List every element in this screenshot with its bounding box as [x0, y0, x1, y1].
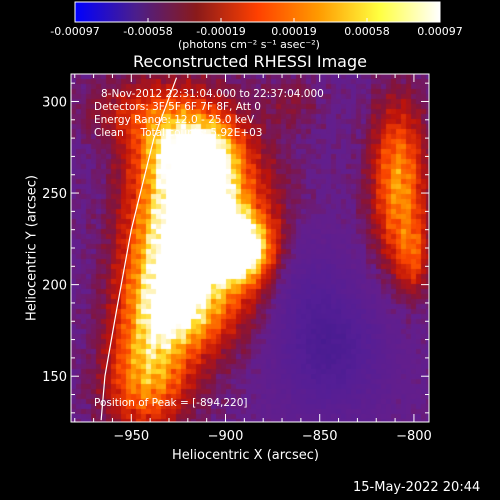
x-tick-label: −850: [302, 429, 338, 444]
y-tick-label: 200: [42, 279, 67, 294]
info-line-energy: Energy Range: 12.0 - 25.0 keV: [94, 114, 255, 126]
colorbar-tick-label: 0.00097: [417, 25, 463, 38]
peak-position-label: Position of Peak = [-894,220]: [94, 397, 248, 409]
colorbar-tick-label: 0.00019: [271, 25, 317, 38]
y-tick-label: 250: [42, 187, 67, 202]
colorbar-tick-label: 0.00058: [344, 25, 390, 38]
y-tick-label: 150: [42, 370, 67, 385]
x-tick-label: −800: [396, 429, 432, 444]
plot-title: Reconstructed RHESSI Image: [133, 52, 367, 71]
info-line-detectors: Detectors: 3F 5F 6F 7F 8F, Att 0: [94, 101, 261, 113]
colorbar-gradient: [74, 1, 441, 23]
info-line-clean: Clean Total counts: 5.92E+03: [94, 127, 263, 139]
colorbar-tick-label: -0.00058: [123, 25, 172, 38]
info-line-time: 8-Nov-2012 22:31:04.000 to 22:37:04.000: [101, 88, 324, 100]
x-tick-label: −900: [208, 429, 244, 444]
y-tick-label: 300: [42, 95, 67, 110]
x-axis-label: Heliocentric X (arcsec): [172, 448, 319, 463]
colorbar-ticks: -0.00097 -0.00058 -0.00019 0.00019 0.00058 0.…: [50, 18, 463, 38]
colorbar-tick-label: -0.00097: [50, 25, 99, 38]
x-tick-label: −950: [113, 429, 149, 444]
colorbar-unit-label: (photons cm⁻² s⁻¹ asec⁻²): [178, 38, 320, 51]
y-axis-label: Heliocentric Y (arcsec): [24, 175, 40, 321]
footer-timestamp: 15-May-2022 20:44: [353, 480, 481, 495]
colorbar: -0.00097 -0.00058 -0.00019 0.00019 0.00058 0.…: [50, 1, 463, 38]
colorbar-tick-label: -0.00019: [196, 25, 245, 38]
